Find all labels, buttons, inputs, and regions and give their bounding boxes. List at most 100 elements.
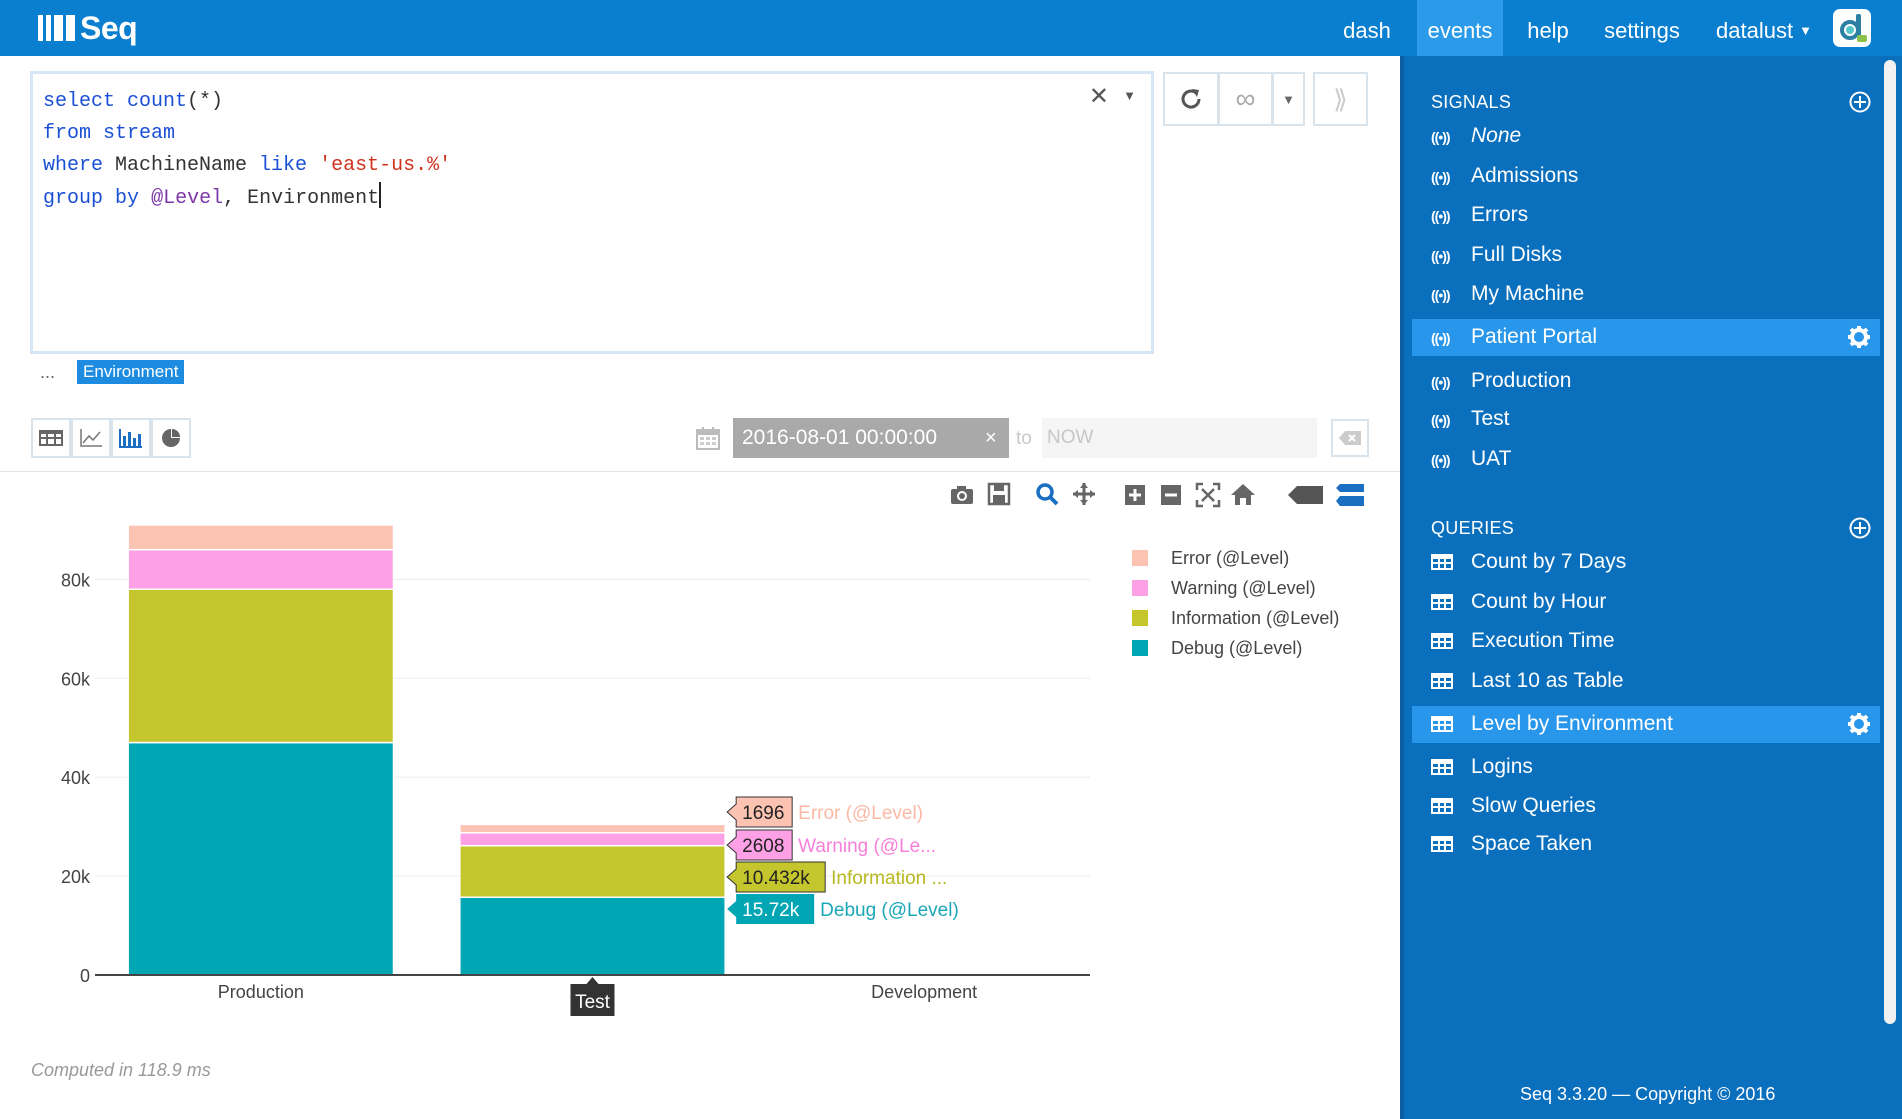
seq-logo[interactable]: Seq <box>38 10 138 46</box>
signal-item[interactable]: ((•)) My Machine <box>1412 276 1880 313</box>
zoom-out-icon[interactable] <box>1161 485 1181 505</box>
infinity-icon: ∞ <box>1235 83 1256 114</box>
view-table-button[interactable] <box>31 418 71 458</box>
legend-label: Information (@Level) <box>1171 608 1339 628</box>
add-query-icon[interactable] <box>1849 517 1871 539</box>
query-item[interactable]: Count by 7 Days <box>1412 544 1880 581</box>
nav-settings[interactable]: settings <box>1604 18 1680 43</box>
home-icon[interactable] <box>1231 484 1255 505</box>
legend-item[interactable]: Error (@Level) <box>1132 548 1289 568</box>
hover-x-label: Test <box>570 977 615 1016</box>
query-label: Level by Environment <box>1471 712 1673 735</box>
query-item[interactable]: Last 10 as Table <box>1412 663 1880 700</box>
add-signal-icon[interactable] <box>1849 91 1871 113</box>
nav-help[interactable]: help <box>1527 18 1569 43</box>
clear-query-icon[interactable]: ✕ <box>1088 83 1109 110</box>
bar-chart: 0 20k 40k 60k 80k Production Development Test… <box>61 482 1364 1016</box>
view-bar-button[interactable] <box>111 418 151 458</box>
camera-icon[interactable] <box>951 486 973 504</box>
signal-label: Admissions <box>1471 164 1579 187</box>
signal-item[interactable]: ((•)) None <box>1412 118 1880 155</box>
tag-icon[interactable] <box>1288 486 1323 504</box>
bar-segment[interactable] <box>459 896 726 976</box>
bar-segment[interactable] <box>459 844 726 899</box>
signal-item[interactable]: ((•)) Admissions <box>1412 158 1880 195</box>
user-menu[interactable]: datalust ▼ <box>1716 0 1822 56</box>
signal-icon: ((•)) <box>1431 330 1451 346</box>
signal-item[interactable]: ((•)) Production <box>1412 363 1880 400</box>
avatar[interactable] <box>1833 9 1871 47</box>
query-item[interactable]: Level by Environment <box>1412 706 1880 743</box>
date-from-input[interactable]: 2016-08-01 00:00:00 <box>733 418 1009 458</box>
query-item[interactable]: Space Taken <box>1412 826 1880 863</box>
bar-segment[interactable] <box>127 524 395 551</box>
hover-label: 1696 Error (@Level) <box>726 796 923 828</box>
table-icon <box>1431 554 1453 570</box>
bar-segment[interactable] <box>127 741 395 976</box>
signal-item[interactable]: ((•)) Test <box>1412 401 1880 438</box>
legend-item[interactable]: Debug (@Level) <box>1132 638 1302 658</box>
signal-item[interactable]: ((•)) UAT <box>1412 441 1880 478</box>
bar-segment[interactable] <box>127 548 395 590</box>
calendar-icon[interactable] <box>696 426 720 450</box>
legend-label: Debug (@Level) <box>1171 638 1302 658</box>
query-label: Space Taken <box>1471 832 1593 855</box>
x-tick-label: Production <box>218 982 304 1002</box>
signal-item[interactable]: ((•)) Full Disks <box>1412 237 1880 274</box>
autoscale-icon[interactable] <box>1195 482 1221 508</box>
legend-label: Warning (@Level) <box>1171 578 1316 598</box>
legend-item[interactable]: Warning (@Level) <box>1132 578 1316 598</box>
query-text[interactable]: select count(*) from stream where Machin… <box>43 90 452 210</box>
save-icon[interactable] <box>987 482 1011 506</box>
signal-label: Patient Portal <box>1471 325 1598 348</box>
view-pie-button[interactable] <box>151 418 191 458</box>
caret-down-icon: ▼ <box>1282 91 1295 107</box>
clear-range-button[interactable] <box>1331 419 1369 457</box>
compare-icon[interactable] <box>1336 484 1364 506</box>
signal-item[interactable]: ((•)) Patient Portal <box>1412 319 1880 356</box>
date-from-clear-icon[interactable]: × <box>985 427 997 449</box>
query-label: Slow Queries <box>1471 794 1596 817</box>
table-icon <box>1431 633 1453 649</box>
hover-series-name: Debug (@Level) <box>820 900 959 921</box>
signal-icon: ((•)) <box>1431 169 1451 185</box>
signal-item[interactable]: ((•)) Errors <box>1412 197 1880 234</box>
legend-item[interactable]: Information (@Level) <box>1132 608 1339 628</box>
top-navbar: Seq dash events help settings datalust ▼ <box>0 0 1902 56</box>
nav-events[interactable]: events <box>1417 0 1503 56</box>
zoom-in-icon[interactable] <box>1125 485 1145 505</box>
hover-series-name: Error (@Level) <box>798 803 923 824</box>
query-item[interactable]: Count by Hour <box>1412 584 1880 621</box>
bar-segment[interactable] <box>459 832 726 847</box>
gear-icon[interactable] <box>1847 712 1871 736</box>
zoom-icon[interactable] <box>1036 483 1059 506</box>
more-columns[interactable]: ... <box>40 362 56 382</box>
gear-icon[interactable] <box>1847 325 1871 349</box>
expand-button[interactable]: ⟫ <box>1313 72 1368 126</box>
query-item[interactable]: Logins <box>1412 749 1880 786</box>
hover-label: 10.432k Information ... <box>726 861 947 893</box>
bar-segment[interactable] <box>127 588 395 744</box>
column-tag-environment[interactable]: Environment <box>77 360 185 384</box>
hover-value: 10.432k <box>742 868 810 889</box>
date-to-input[interactable]: NOW <box>1042 418 1317 458</box>
bar-segment[interactable] <box>459 823 726 834</box>
hover-label: 15.72k Debug (@Level) <box>727 894 959 924</box>
query-item[interactable]: Slow Queries <box>1412 788 1880 825</box>
hover-series-name: Warning (@Le... <box>798 836 936 857</box>
history-dropdown-icon[interactable]: ▼ <box>1123 88 1136 103</box>
signal-label: Production <box>1471 369 1572 392</box>
query-label: Count by 7 Days <box>1471 550 1627 573</box>
query-editor[interactable]: select count(*) from stream where Machin… <box>30 71 1154 354</box>
signal-icon: ((•)) <box>1431 452 1451 468</box>
sidebar-scrollbar[interactable] <box>1884 60 1896 1024</box>
query-item[interactable]: Execution Time <box>1412 623 1880 660</box>
auto-refresh-dropdown[interactable]: ▼ <box>1272 72 1305 126</box>
nav-dash[interactable]: dash <box>1343 18 1391 43</box>
hover-series-name: Information ... <box>831 868 947 889</box>
view-line-button[interactable] <box>71 418 111 458</box>
sidebar <box>1400 56 1902 1119</box>
pan-icon[interactable] <box>1073 483 1095 505</box>
refresh-button[interactable] <box>1163 72 1219 126</box>
auto-refresh-button[interactable]: ∞ <box>1218 72 1273 126</box>
